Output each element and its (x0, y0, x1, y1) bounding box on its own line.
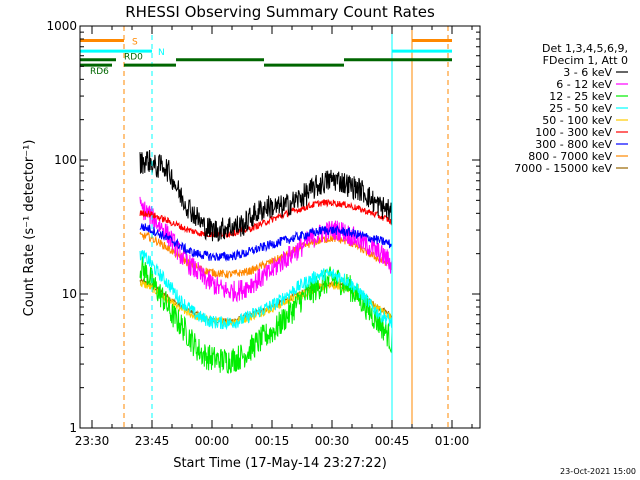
series-line-6-12keV (139, 196, 393, 303)
legend-label: 7000 - 15000 keV (514, 162, 612, 175)
x-tick-label: 23:45 (135, 434, 170, 448)
annotation-label-n: N (158, 48, 165, 58)
annotation-label-rd6: RD6 (90, 67, 109, 77)
y-axis-label: Count Rate (s⁻¹ detector⁻¹) (22, 140, 37, 317)
legend-label: 100 - 300 keV (535, 126, 612, 139)
footer-timestamp: 23-Oct-2021 15:00 (560, 467, 636, 476)
x-tick-label: 23:30 (75, 434, 110, 448)
series-line-12-25keV (139, 256, 393, 375)
annotation-label-s: S (132, 37, 138, 47)
legend-label: 3 - 6 keV (563, 66, 612, 79)
x-tick-label: 00:45 (375, 434, 410, 448)
series-line-3-6keV (139, 149, 393, 242)
legend-label: 12 - 25 keV (549, 90, 612, 103)
legend-label: 300 - 800 keV (535, 138, 612, 151)
axes-layer: 1 10 100 1000 23:30 23:45 00:00 00:15 00:30 00:45… (46, 19, 481, 448)
legend-label: 50 - 100 keV (542, 114, 612, 127)
y-tick-label: 10 (62, 287, 77, 301)
x-axis-label: Start Time (17-May-14 23:27:22) (173, 456, 387, 471)
chart-title: RHESSI Observing Summary Count Rates (125, 3, 435, 21)
series-line-100-300keV (139, 199, 393, 239)
x-tick-label: 00:15 (255, 434, 290, 448)
y-tick-label: 1000 (46, 19, 77, 33)
plot-frame (79, 25, 481, 429)
legend: Det 1,3,4,5,6,9,FDecim 1, Att 03 - 6 keV… (514, 42, 628, 175)
series-line-300-800keV (139, 223, 392, 262)
legend-label: 800 - 7000 keV (528, 150, 612, 163)
plot-layer (139, 149, 393, 375)
legend-label: 25 - 50 keV (549, 102, 612, 115)
x-tick-label: 00:30 (315, 434, 350, 448)
y-tick-label: 100 (54, 153, 77, 167)
legend-header: Det 1,3,4,5,6,9, (542, 42, 628, 55)
y-tick-label: 1 (69, 421, 77, 435)
x-tick-label: 00:00 (195, 434, 230, 448)
legend-header: FDecim 1, Att 0 (543, 54, 628, 67)
series-line-25-50keV (139, 250, 393, 331)
x-tick-label: 01:00 (435, 434, 470, 448)
legend-label: 6 - 12 keV (556, 78, 612, 91)
annotation-label-rd0: RD0 (124, 53, 143, 63)
